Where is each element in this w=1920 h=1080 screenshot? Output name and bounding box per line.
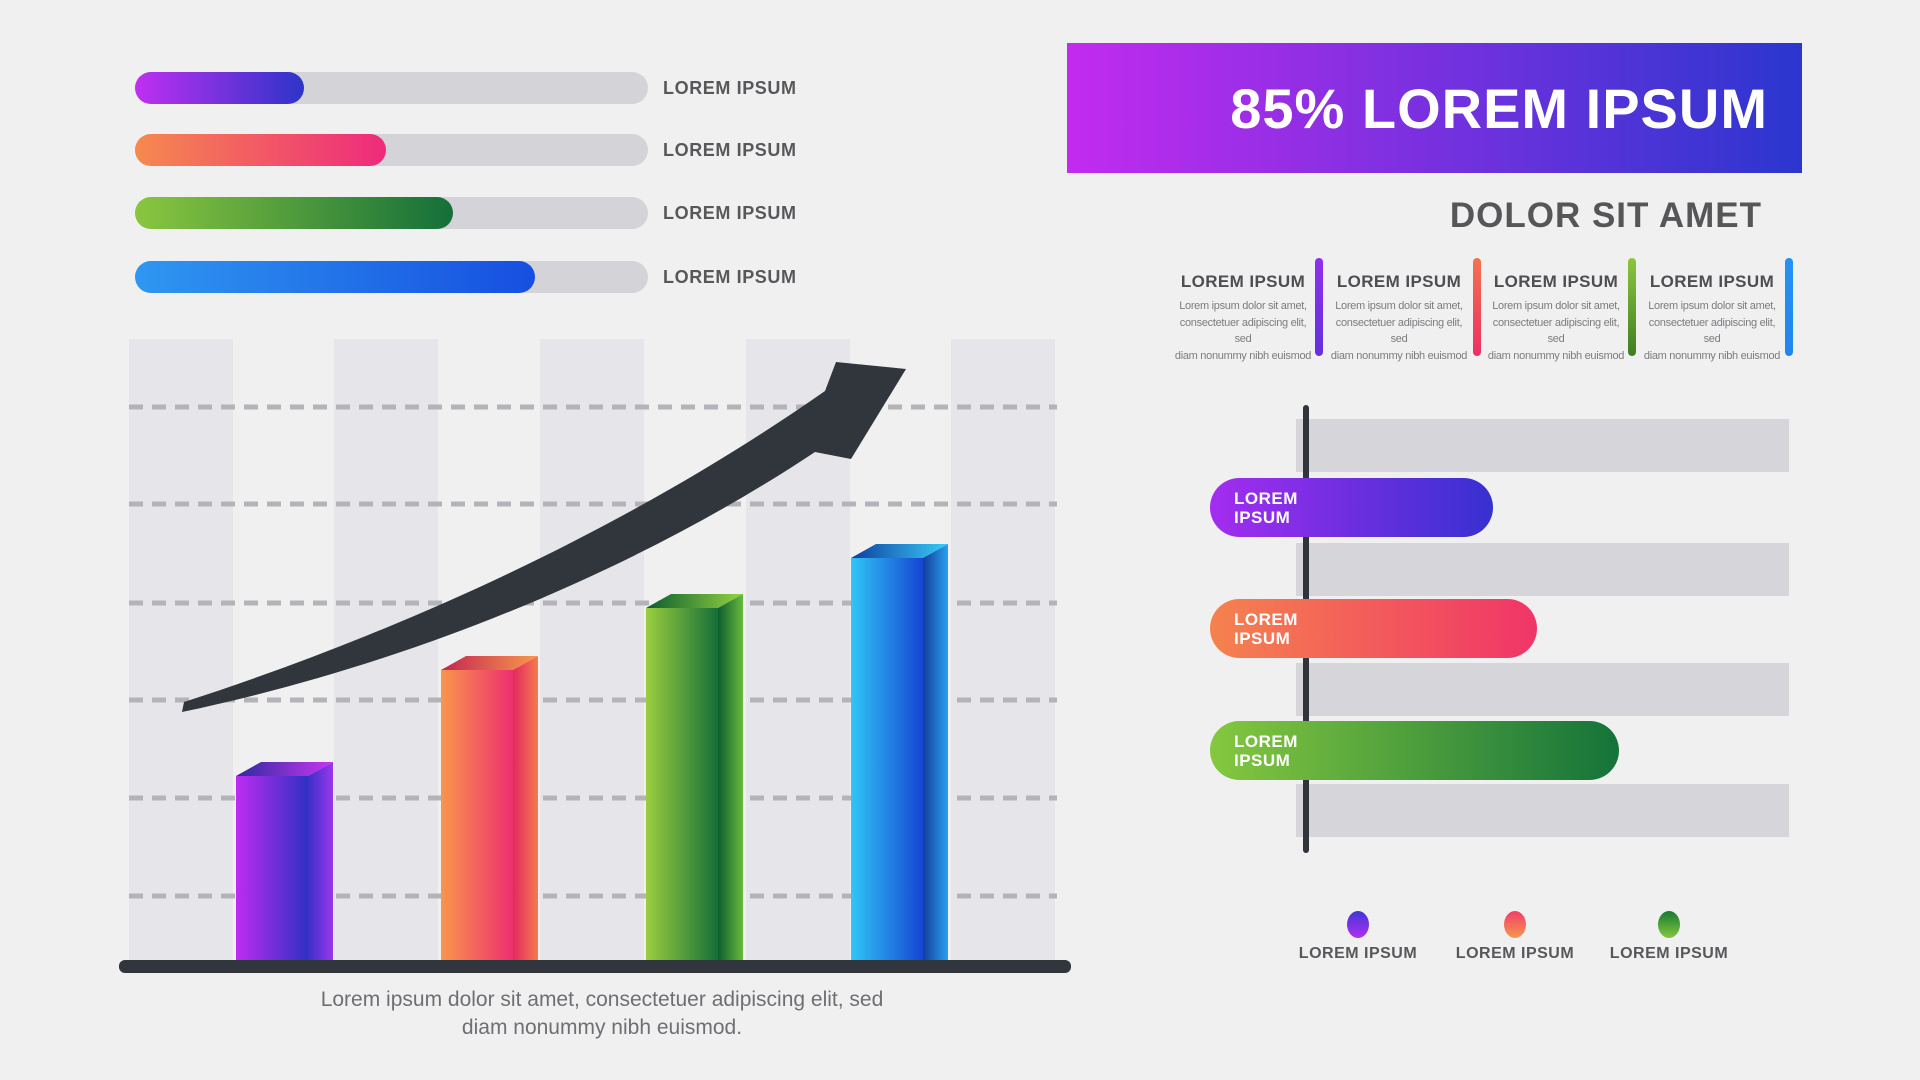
hbar-label: LOREM IPSUM <box>1234 731 1298 770</box>
headline-subtitle: DOLOR SIT AMET <box>1449 196 1762 235</box>
legend-label: LOREM IPSUM <box>1609 945 1729 962</box>
hbar: LOREM IPSUM <box>1210 599 1537 658</box>
headline-title: 85% LOREM IPSUM <box>1230 76 1768 140</box>
hbar-label: LOREM IPSUM <box>1234 609 1298 648</box>
divider-bar <box>1785 258 1793 356</box>
trend-arrow <box>182 362 906 712</box>
legend-label: LOREM IPSUM <box>1455 945 1575 962</box>
column-3d <box>646 594 743 966</box>
headline-banner: 85% LOREM IPSUM <box>1067 43 1802 173</box>
divider-bar <box>1473 258 1481 356</box>
hbar-label: LOREM IPSUM <box>1234 488 1298 527</box>
feature-column: LOREM IPSUM Lorem ipsum dolor sit amet, … <box>1641 260 1783 364</box>
chart-caption: Lorem ipsum dolor sit amet, consectetuer… <box>252 986 952 1042</box>
progress-fill <box>135 197 454 229</box>
legend-label: LOREM IPSUM <box>1298 945 1418 962</box>
column-bars <box>236 544 948 966</box>
column-3d <box>236 762 333 966</box>
divider-bar <box>1628 258 1636 356</box>
feature-body: Lorem ipsum dolor sit amet, consectetuer… <box>1174 300 1312 362</box>
column-3d <box>441 656 538 966</box>
divider-bar <box>1315 258 1323 356</box>
column-3d <box>851 544 948 966</box>
progress-label: LOREM IPSUM <box>663 140 797 160</box>
caption-line-1: Lorem ipsum dolor sit amet, consectetuer… <box>320 988 884 1011</box>
progress-track <box>135 72 648 104</box>
progress-fill <box>135 134 387 166</box>
progress-fill <box>135 72 305 104</box>
progress-label: LOREM IPSUM <box>663 203 797 223</box>
feature-heading: LOREM IPSUM <box>1336 272 1462 291</box>
hbar: LOREM IPSUM <box>1210 721 1619 780</box>
chart-row-track <box>1296 784 1789 837</box>
chart-row-track <box>1296 663 1789 716</box>
feature-column: LOREM IPSUM Lorem ipsum dolor sit amet, … <box>1328 260 1470 364</box>
feature-body: Lorem ipsum dolor sit amet, consectetuer… <box>1643 300 1781 362</box>
chart-row-track <box>1296 419 1789 472</box>
legend-dot <box>1658 911 1680 938</box>
chart-row-track <box>1296 543 1789 596</box>
progress-fill <box>135 261 536 293</box>
feature-body: Lorem ipsum dolor sit amet, consectetuer… <box>1330 300 1468 362</box>
caption-line-2: diam nonummy nibh euismod. <box>461 1016 743 1039</box>
hbar: LOREM IPSUM <box>1210 478 1493 537</box>
feature-heading: LOREM IPSUM <box>1649 272 1775 291</box>
feature-column: LOREM IPSUM Lorem ipsum dolor sit amet, … <box>1485 260 1627 364</box>
feature-heading: LOREM IPSUM <box>1180 272 1306 291</box>
feature-column: LOREM IPSUM Lorem ipsum dolor sit amet, … <box>1172 260 1314 364</box>
progress-label: LOREM IPSUM <box>663 78 797 98</box>
legend-dot <box>1504 911 1526 938</box>
legend-dot <box>1347 911 1369 938</box>
feature-heading: LOREM IPSUM <box>1493 272 1619 291</box>
feature-body: Lorem ipsum dolor sit amet, consectetuer… <box>1487 300 1625 362</box>
progress-label: LOREM IPSUM <box>663 267 797 287</box>
progress-track <box>135 197 648 229</box>
progress-track <box>135 261 648 293</box>
chart-gridlines <box>129 404 1057 899</box>
progress-track <box>135 134 648 166</box>
chart-baseline <box>119 960 1071 973</box>
3d-column-chart <box>119 339 1071 973</box>
